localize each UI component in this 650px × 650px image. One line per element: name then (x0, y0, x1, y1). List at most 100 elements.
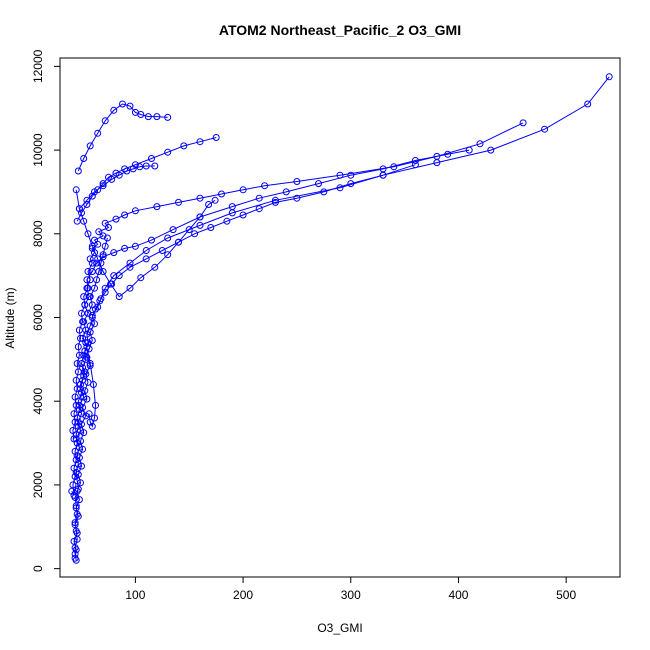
chart-title: ATOM2 Northeast_Pacific_2 O3_GMI (219, 22, 461, 38)
data-point (142, 255, 150, 263)
data-point (605, 73, 613, 81)
data-point (136, 163, 144, 171)
data-point (185, 226, 193, 234)
data-point (137, 274, 145, 282)
data-point (101, 117, 109, 125)
data-point (390, 163, 398, 171)
data-point (164, 251, 172, 259)
data-point (99, 180, 107, 188)
data-point (70, 435, 78, 443)
data-point (85, 410, 93, 418)
data-point (131, 161, 139, 169)
data-point (79, 364, 87, 372)
data-point (271, 198, 279, 206)
data-point (83, 201, 91, 208)
data-point (196, 194, 204, 202)
data-point (80, 372, 88, 380)
data-point (411, 161, 419, 169)
data-point (158, 247, 166, 254)
data-point (78, 462, 85, 470)
data-point (164, 234, 172, 242)
y-tick-label: 12000 (31, 49, 45, 83)
data-point (75, 205, 83, 213)
data-point (151, 162, 159, 170)
data-point (78, 360, 85, 367)
data-point (121, 165, 129, 173)
data-point (83, 276, 91, 284)
data-point (110, 106, 118, 114)
x-axis-label: O3_GMI (317, 621, 362, 635)
data-point (86, 142, 94, 150)
y-tick-label: 6000 (31, 304, 45, 331)
data-point (83, 343, 91, 351)
data-point (148, 155, 155, 162)
data-point (75, 326, 83, 334)
data-point (72, 186, 80, 194)
data-point (487, 146, 495, 154)
data-point (255, 194, 263, 202)
data-point (77, 334, 84, 342)
data-point (84, 230, 92, 238)
y-tick-label: 2000 (31, 471, 45, 498)
data-point (211, 196, 219, 204)
data-point (153, 203, 161, 211)
data-point (74, 167, 82, 175)
data-point (119, 100, 126, 108)
data-point (164, 148, 172, 156)
data-point (99, 232, 107, 240)
series-line (72, 149, 470, 439)
x-axis: 100 200 300 400 500 (125, 576, 576, 602)
data-point (411, 157, 419, 164)
data-point (315, 180, 322, 188)
data-point (82, 355, 90, 363)
data-point (131, 242, 139, 250)
data-point (83, 330, 91, 338)
data-point (137, 111, 145, 118)
data-point (101, 288, 109, 296)
data-point (88, 242, 96, 250)
data-point (88, 259, 96, 267)
data-point (228, 203, 236, 211)
data-point (196, 213, 204, 221)
data-point (175, 198, 182, 206)
series-line (77, 103, 168, 172)
data-point (75, 351, 83, 359)
data-point (123, 167, 131, 175)
data-point (84, 268, 92, 275)
y-axis-label: Altitude (m) (3, 287, 17, 348)
y-tick-label: 8000 (31, 220, 45, 247)
x-tick-label: 500 (556, 588, 576, 602)
data-point (72, 504, 80, 512)
data-point (99, 182, 107, 190)
data-point (347, 171, 355, 179)
data-point (239, 186, 247, 194)
data-point (96, 297, 104, 305)
data-point (336, 184, 344, 192)
data-point (433, 159, 441, 167)
data-point (71, 473, 79, 480)
data-point (110, 272, 118, 280)
series-points (68, 73, 613, 564)
data-point (83, 196, 91, 204)
data-point (93, 276, 101, 284)
data-point (78, 209, 85, 217)
data-point (103, 234, 111, 242)
data-point (91, 236, 98, 244)
data-point (86, 322, 94, 330)
data-point (70, 464, 78, 472)
data-point (74, 343, 82, 351)
data-point (121, 211, 129, 219)
data-point (91, 414, 98, 422)
data-point (73, 385, 81, 393)
data-point (107, 280, 115, 288)
data-point (91, 284, 98, 292)
data-point (218, 190, 225, 198)
data-point (207, 224, 215, 231)
data-point (86, 362, 94, 370)
series-line (71, 164, 416, 496)
data-point (71, 418, 79, 426)
data-point (271, 196, 279, 204)
data-point (126, 259, 134, 267)
data-point (99, 251, 107, 259)
